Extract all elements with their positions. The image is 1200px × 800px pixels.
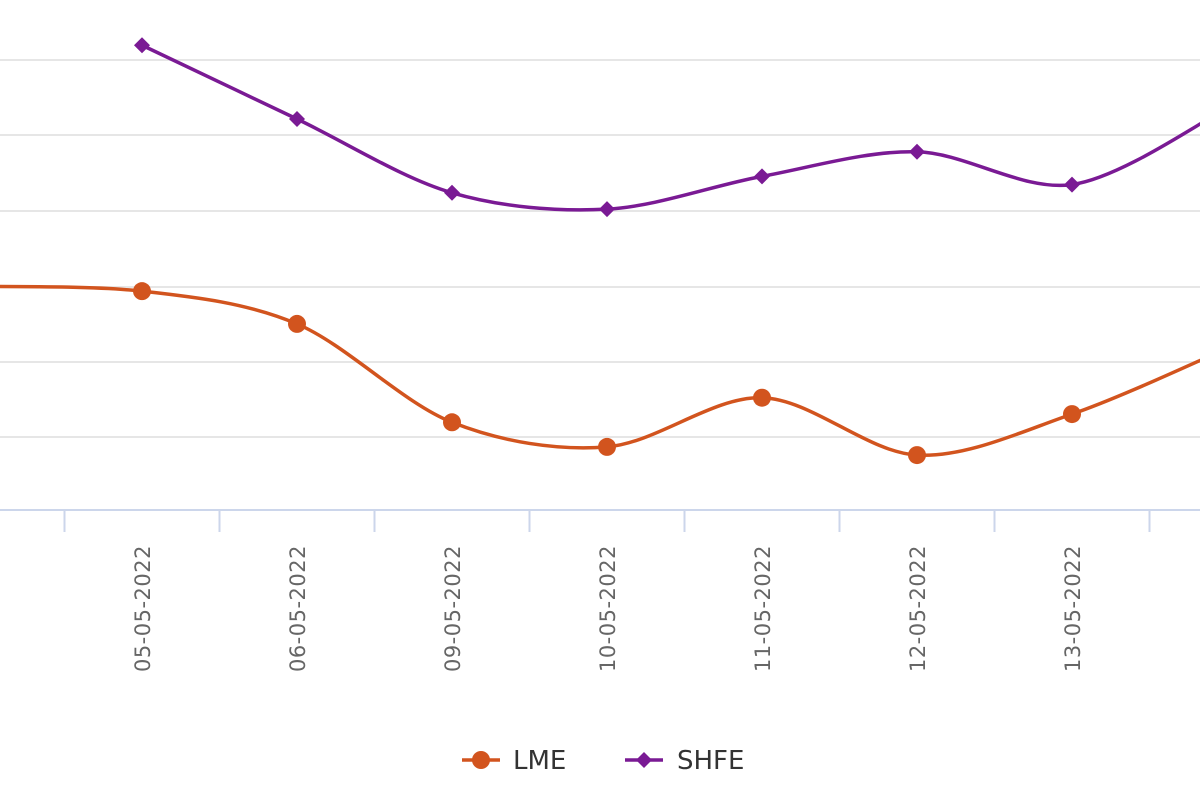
legend-item-shfe[interactable]: SHFE	[625, 746, 744, 776]
legend[interactable]: LME SHFE	[462, 746, 744, 776]
shfe-line	[140, 43, 1200, 212]
legend-label-lme: LME	[513, 746, 566, 776]
legend-item-lme[interactable]: LME	[462, 746, 566, 776]
legend-circle-icon	[472, 751, 490, 769]
lme-point	[288, 314, 306, 333]
lme-point	[908, 446, 926, 465]
lme-line	[0, 284, 1200, 457]
x-tick-label: 10-05-2022	[596, 545, 620, 672]
x-tick-label: 12-05-2022	[906, 545, 930, 672]
series-layer	[0, 37, 1200, 465]
shfe-point	[909, 143, 925, 160]
lme-point	[133, 282, 151, 301]
shfe-point	[1064, 176, 1080, 193]
x-tick-label: 05-05-2022	[131, 545, 155, 672]
shfe-point	[289, 111, 305, 128]
shfe-point	[444, 184, 460, 201]
gridlines	[0, 59, 1200, 438]
series-shfe	[134, 37, 1200, 218]
legend-label-shfe: SHFE	[677, 746, 744, 776]
lme-point	[1063, 405, 1081, 424]
x-tick-label: 09-05-2022	[441, 545, 465, 672]
x-tick-label: 11-05-2022	[751, 545, 775, 672]
lme-point	[443, 413, 461, 432]
lme-point	[598, 437, 616, 456]
x-axis: 05-05-2022 06-05-2022 09-05-2022 10-05-2022…	[0, 509, 1200, 672]
shfe-point	[134, 37, 150, 54]
x-tick-label: 13-05-2022	[1061, 545, 1085, 672]
x-tick-label: 06-05-2022	[286, 545, 310, 672]
lme-point	[753, 388, 771, 407]
legend-diamond-icon	[636, 752, 652, 768]
shfe-point	[599, 201, 615, 218]
series-lme	[0, 282, 1200, 465]
shfe-point	[754, 168, 770, 185]
